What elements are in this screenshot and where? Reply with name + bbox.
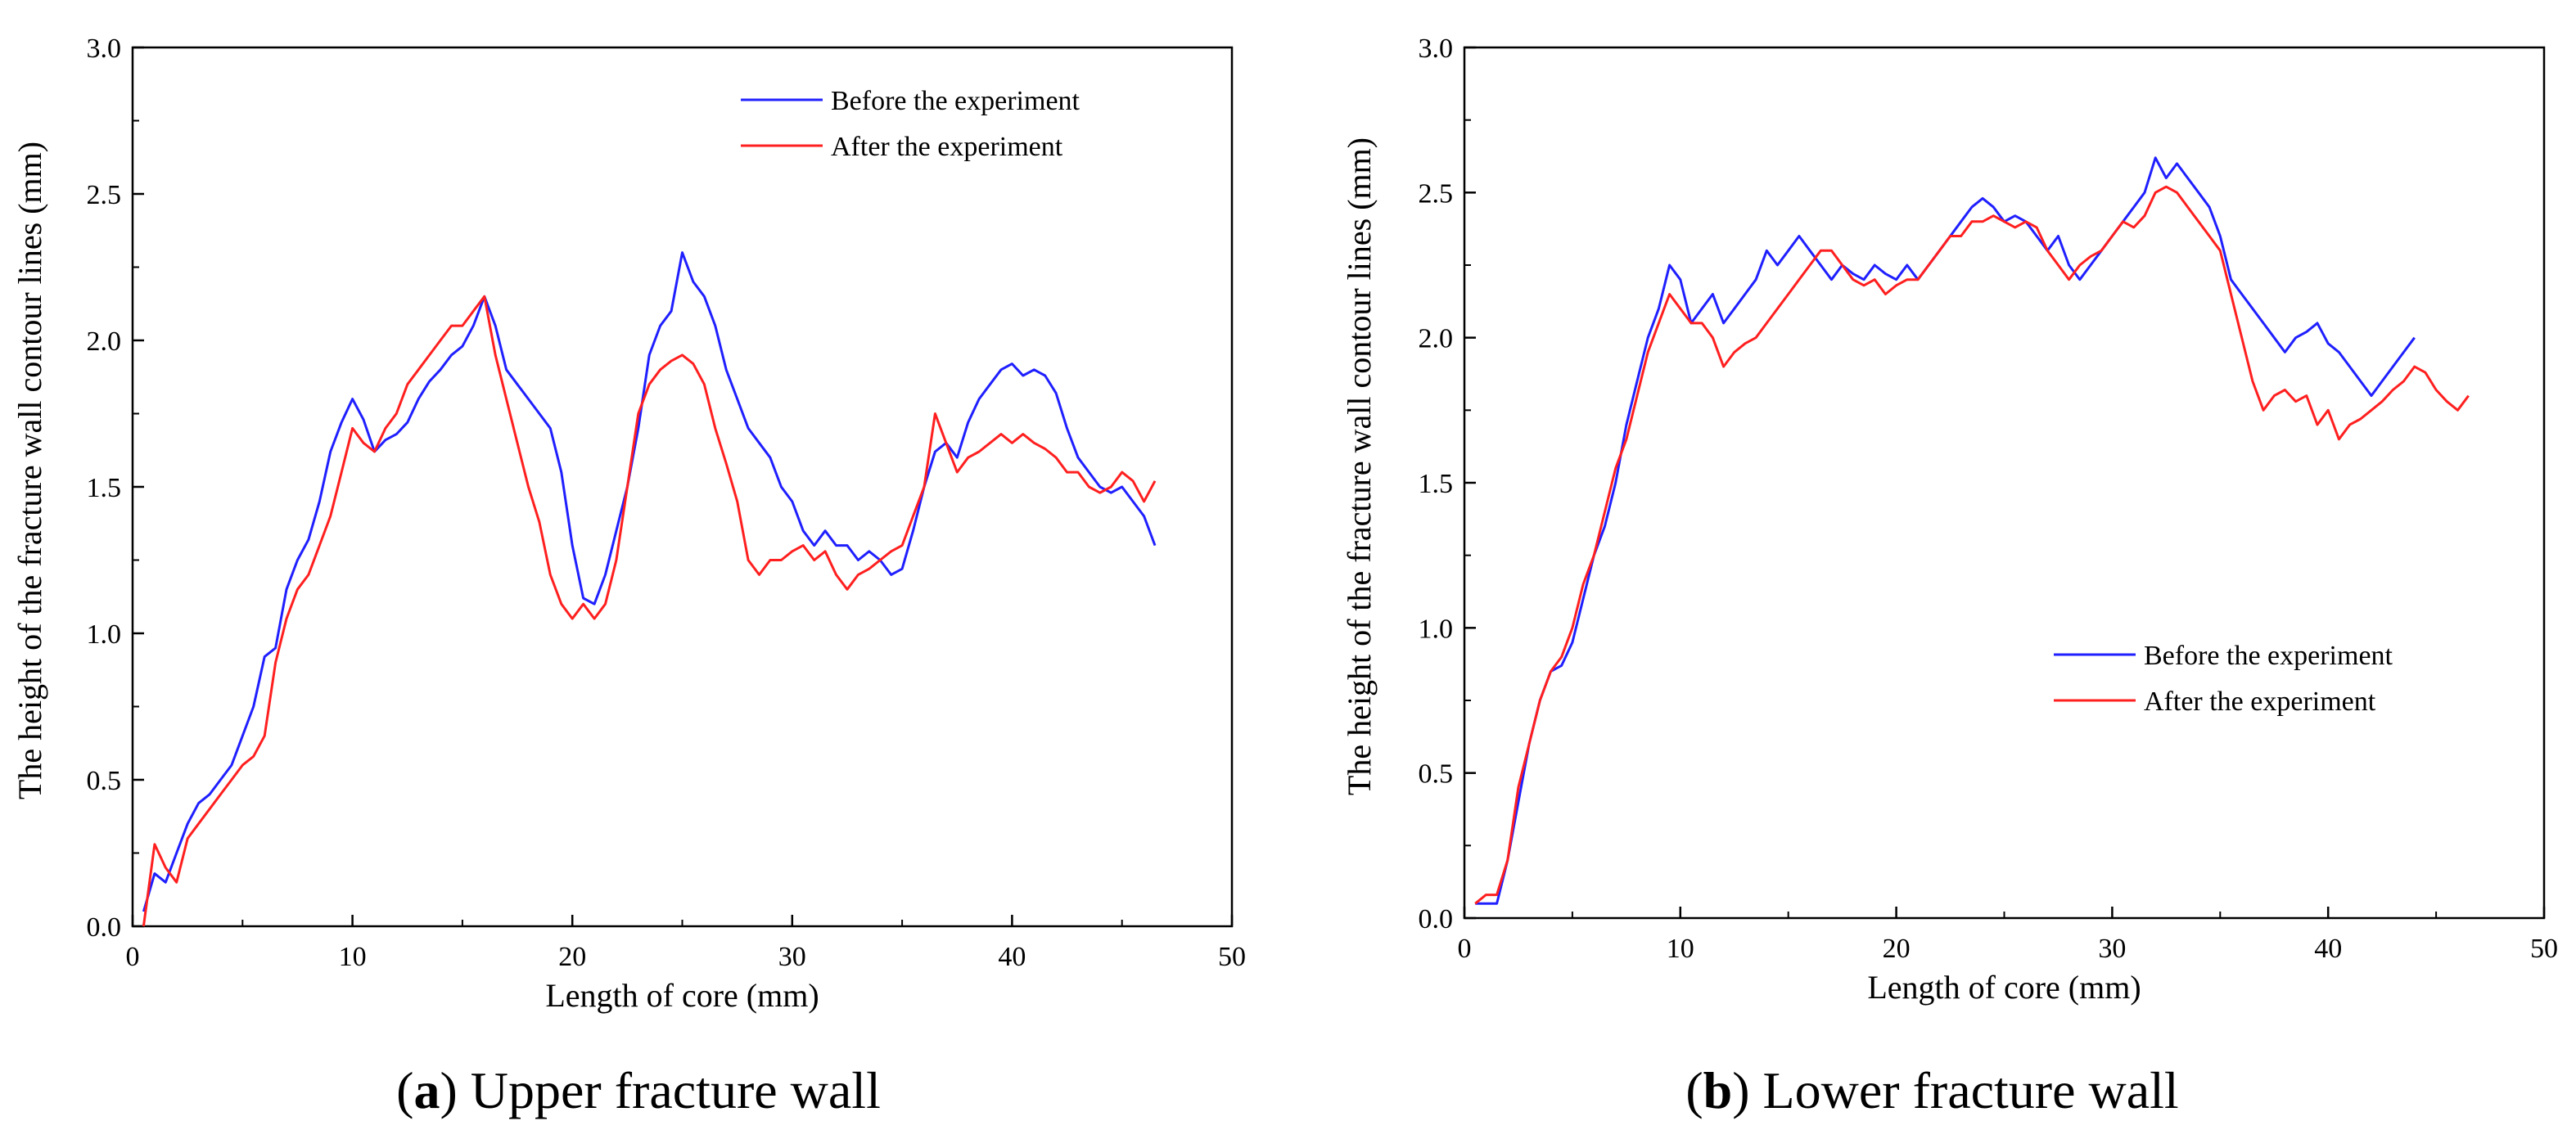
chart-b-series-line-after xyxy=(1474,185,2470,905)
chart-b-y-axis-label: The height of the fracture wall contour … xyxy=(1341,137,1378,795)
chart-b-x-tick-label: 30 xyxy=(2098,934,2126,964)
chart-a-x-tick-label: 30 xyxy=(778,942,806,972)
chart-a-y-tick-label: 0.5 xyxy=(87,766,122,796)
chart-a-x-tick-label: 20 xyxy=(558,942,586,972)
chart-b-legend-label: Before the experiment xyxy=(2144,641,2393,671)
chart-a-series-line-before xyxy=(142,251,1157,912)
chart-a-legend-label: Before the experiment xyxy=(831,86,1080,116)
chart-b-svg: 0 10 20 30 40 50 0.0 0.5 1.0 1.5 2.0 2.5 3.0 Length o… xyxy=(1341,34,2558,1006)
chart-a-plot-frame xyxy=(131,46,1234,928)
caption-b-letter: b xyxy=(1703,1061,1733,1119)
chart-a-y-tick-label: 1.0 xyxy=(87,619,122,650)
chart-b-y-tick-label: 1.5 xyxy=(1419,469,1454,499)
chart-b-series-line-before xyxy=(1475,156,2416,905)
chart-b-x-tick-label: 20 xyxy=(1883,934,1911,964)
chart-a-y-axis-label: The height of the fracture wall contour … xyxy=(11,142,48,799)
caption-a-text: Upper fracture wall xyxy=(470,1061,881,1119)
chart-a-y-tick-label: 2.5 xyxy=(87,180,122,210)
chart-a-y-tick-label: 0.0 xyxy=(87,912,122,943)
chart-a-x-tick-label: 50 xyxy=(1218,942,1246,972)
chart-a-x-tick-label: 0 xyxy=(126,942,140,972)
chart-panel-b: 0 10 20 30 40 50 0.0 0.5 1.0 1.5 2.0 2.5 3.0 Length o… xyxy=(1288,0,2576,1139)
chart-a-svg: 0 10 20 30 40 50 0.0 0.5 1.0 1.5 2.0 2.5 3.0 Length o… xyxy=(11,34,1246,1014)
chart-b-x-tick-label: 50 xyxy=(2530,934,2558,964)
chart-b-x-tick-label: 0 xyxy=(1458,934,1472,964)
chart-b-y-tick-label: 2.5 xyxy=(1419,178,1454,209)
chart-b-legend-label: After the experiment xyxy=(2144,687,2376,717)
chart-b-y-tick-label: 1.0 xyxy=(1419,614,1454,644)
chart-a-series-line-after xyxy=(142,295,1157,927)
chart-a-y-tick-label: 3.0 xyxy=(87,34,122,64)
chart-b-x-axis-label: Length of core (mm) xyxy=(1867,969,2141,1006)
chart-a-y-tick-label: 2.0 xyxy=(87,326,122,357)
chart-a-x-tick-label: 40 xyxy=(998,942,1026,972)
chart-b-x-tick-label: 10 xyxy=(1667,934,1694,964)
chart-b-x-tick-label: 40 xyxy=(2314,934,2342,964)
caption-a: (a) Upper fracture wall xyxy=(396,1061,881,1119)
chart-a-y-tick-label: 1.5 xyxy=(87,473,122,503)
chart-b-y-tick-label: 3.0 xyxy=(1419,34,1454,64)
chart-panel-a: 0 10 20 30 40 50 0.0 0.5 1.0 1.5 2.0 2.5 3.0 Length o… xyxy=(0,0,1277,1139)
caption-a-letter: a xyxy=(413,1061,440,1119)
caption-b: (b) Lower fracture wall xyxy=(1685,1061,2179,1119)
chart-b-y-tick-label: 2.0 xyxy=(1419,324,1454,354)
chart-b-y-tick-label: 0.0 xyxy=(1419,904,1454,934)
caption-b-text: Lower fracture wall xyxy=(1762,1061,2179,1119)
chart-a-legend-label: After the experiment xyxy=(831,132,1063,162)
chart-a-x-tick-label: 10 xyxy=(339,942,367,972)
chart-b-plot-frame xyxy=(1463,46,2546,920)
chart-b-y-tick-label: 0.5 xyxy=(1419,759,1454,790)
chart-a-x-axis-label: Length of core (mm) xyxy=(545,977,819,1014)
